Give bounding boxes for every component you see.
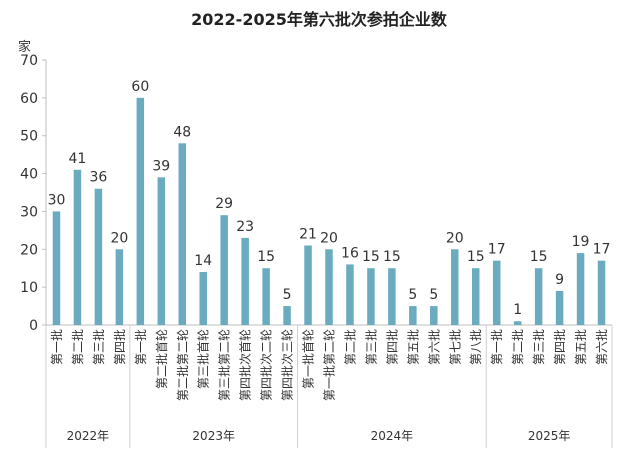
data-label: 15 [467, 249, 485, 265]
bar [262, 268, 270, 325]
bar [157, 177, 166, 325]
data-label: 30 [48, 192, 66, 208]
y-tick-label: 70 [20, 53, 38, 69]
data-label: 1 [513, 302, 522, 318]
bar [241, 237, 249, 325]
bar [430, 306, 438, 325]
bar [325, 249, 333, 325]
bar [199, 272, 207, 325]
bar [178, 143, 187, 325]
bar [451, 249, 459, 325]
x-tick-label: 第一批首轮 [301, 329, 316, 389]
data-label: 14 [194, 253, 212, 269]
x-tick-label: 第四批次三轮 [280, 329, 295, 401]
x-tick-label: 第一批 [133, 329, 148, 365]
bar [555, 290, 564, 325]
x-tick-label: 第五批 [405, 329, 420, 365]
data-label: 29 [215, 196, 233, 212]
data-label: 20 [320, 230, 338, 246]
bar [388, 268, 396, 325]
y-axis-unit-label: 家 [18, 40, 32, 55]
y-tick-label: 50 [20, 129, 38, 145]
bar [283, 306, 291, 325]
bar [534, 268, 543, 325]
bar [492, 260, 501, 325]
bar [115, 249, 124, 325]
bar [597, 260, 606, 325]
bar [220, 215, 228, 325]
x-tick-label: 第三批第二轮 [217, 329, 232, 401]
x-tick-label: 第六批 [426, 329, 441, 365]
data-label: 19 [572, 234, 590, 250]
x-tick-label: 第三批 [91, 329, 106, 365]
x-tick-label: 第二批第二轮 [175, 329, 190, 401]
data-label: 15 [383, 249, 401, 265]
x-tick-label: 第四批 [384, 329, 399, 365]
group-label: 2025年 [528, 429, 571, 443]
x-tick-label: 第三批 [531, 329, 546, 365]
bar [52, 211, 61, 325]
x-tick-label: 第八批 [468, 329, 483, 365]
data-label: 20 [110, 230, 128, 246]
data-label: 60 [131, 79, 149, 95]
data-label: 17 [488, 242, 506, 258]
x-tick-label: 第二批 [70, 329, 85, 365]
x-tick-label: 第四批次首轮 [238, 329, 253, 401]
data-label: 23 [236, 219, 254, 235]
group-label: 2022年 [67, 429, 110, 443]
x-tick-label: 第四批次二轮 [259, 329, 274, 401]
data-label: 5 [429, 287, 438, 303]
data-label: 15 [362, 249, 380, 265]
x-tick-label: 第七批 [447, 329, 462, 365]
bar [471, 268, 480, 325]
chart-title: 2022-2025年第六批次参拍企业数 [191, 10, 447, 29]
data-label: 9 [555, 272, 564, 288]
data-label: 5 [408, 287, 417, 303]
y-tick-label: 10 [20, 280, 38, 296]
y-tick-label: 40 [20, 167, 38, 183]
y-tick-label: 60 [20, 91, 38, 107]
x-tick-label: 第一批 [49, 329, 64, 365]
y-tick-label: 0 [29, 318, 38, 334]
data-label: 48 [173, 124, 191, 140]
data-label: 21 [299, 227, 317, 243]
data-label: 16 [341, 245, 359, 261]
data-label: 5 [283, 287, 292, 303]
x-tick-label: 第四批 [112, 329, 127, 365]
group-label: 2024年 [371, 429, 414, 443]
bar [409, 306, 417, 325]
bar [304, 245, 312, 325]
x-tick-label: 第三批首轮 [196, 329, 211, 389]
data-label: 15 [257, 249, 275, 265]
group-label: 2023年 [192, 429, 235, 443]
x-tick-label: 第一批 [489, 329, 504, 365]
bar [513, 321, 522, 325]
bar [367, 268, 375, 325]
x-tick-label: 第二批 [510, 329, 525, 365]
data-label: 20 [446, 230, 464, 246]
bar [73, 169, 82, 325]
bar [576, 253, 585, 325]
data-label: 39 [152, 158, 170, 174]
x-tick-label: 第二批首轮 [154, 329, 169, 389]
bar [94, 188, 103, 325]
x-tick-label: 第五批 [573, 329, 588, 365]
y-tick-label: 30 [20, 204, 38, 220]
x-tick-label: 第一批第二轮 [322, 329, 337, 401]
x-tick-label: 第三批 [363, 329, 378, 365]
data-label: 15 [530, 249, 548, 265]
x-tick-label: 第二批 [342, 329, 357, 365]
x-tick-label: 第六批 [594, 329, 609, 365]
data-label: 41 [69, 151, 87, 167]
y-tick-label: 20 [20, 242, 38, 258]
x-tick-label: 第四批 [552, 329, 567, 365]
bar [346, 264, 354, 325]
data-label: 36 [89, 170, 107, 186]
bar [136, 97, 145, 325]
data-label: 17 [593, 242, 611, 258]
